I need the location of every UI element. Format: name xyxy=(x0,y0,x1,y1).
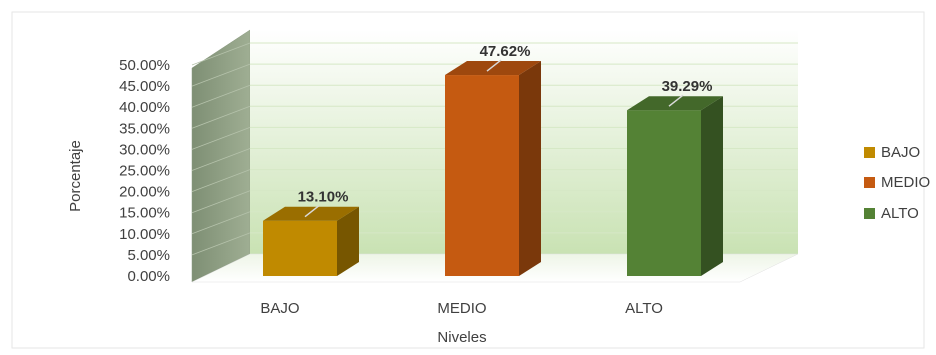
y-tick-label: 50.00% xyxy=(119,57,170,74)
y-tick-label: 35.00% xyxy=(119,120,170,137)
data-labels: 13.10% 47.62% 39.29% xyxy=(298,43,713,218)
y-tick-label: 30.00% xyxy=(119,141,170,158)
legend-entry-medio: MEDIO xyxy=(864,174,930,191)
bar-medio xyxy=(445,61,541,277)
x-tick-label: ALTO xyxy=(625,300,663,317)
y-tick-label: 25.00% xyxy=(119,163,170,180)
gridline-side xyxy=(191,190,251,214)
legend-label: MEDIO xyxy=(881,174,930,191)
legend-entry-bajo: BAJO xyxy=(864,144,920,161)
bar-side xyxy=(519,61,541,277)
y-tick-label: 45.00% xyxy=(119,78,170,95)
bar-bajo xyxy=(263,206,359,276)
bar-front xyxy=(445,75,519,276)
data-label-leader xyxy=(486,59,502,72)
y-tick-label: 0.00% xyxy=(127,268,170,285)
gridline-side xyxy=(191,169,251,192)
bar-alto xyxy=(627,96,723,276)
x-tick-label: BAJO xyxy=(260,300,299,317)
gridline-side xyxy=(191,42,251,66)
y-tick-label: 10.00% xyxy=(119,226,170,243)
bars xyxy=(263,61,723,277)
data-label-bajo: 13.10% xyxy=(298,189,349,206)
y-tick-label: 15.00% xyxy=(119,205,170,222)
bar-front xyxy=(263,220,337,276)
gridline-side xyxy=(191,127,251,150)
legend-swatch xyxy=(864,147,875,158)
y-tick-label: 20.00% xyxy=(119,184,170,201)
gridline-side xyxy=(191,232,251,256)
data-label-leader xyxy=(304,205,320,218)
gridline-side xyxy=(191,148,251,171)
data-label-medio: 47.62% xyxy=(480,43,531,60)
data-label-alto: 39.29% xyxy=(662,78,713,95)
bar-side xyxy=(701,96,723,276)
data-label-leader xyxy=(668,94,684,107)
legend-label: ALTO xyxy=(881,205,919,222)
x-tick-label: MEDIO xyxy=(437,300,486,317)
bar-top xyxy=(627,96,723,111)
legend-entry-alto: ALTO xyxy=(864,205,919,222)
legend-label: BAJO xyxy=(881,144,920,161)
gridline-side xyxy=(191,63,251,87)
y-axis-label: Porcentaje xyxy=(67,140,84,212)
y-tick-label: 5.00% xyxy=(127,247,170,264)
bar-top xyxy=(263,206,359,221)
bar-front xyxy=(627,110,701,276)
legend: BAJO MEDIO ALTO xyxy=(864,144,930,222)
legend-swatch xyxy=(864,208,875,219)
gridline-side xyxy=(191,211,251,235)
y-tick-label: 40.00% xyxy=(119,99,170,116)
gridline-side xyxy=(191,84,251,108)
x-axis-ticks: BAJO MEDIO ALTO xyxy=(260,300,662,317)
y-axis-ticks: 0.00% 5.00% 10.00% 15.00% 20.00% 25.00% 30.00%… xyxy=(119,57,170,285)
gridline-side xyxy=(191,105,251,129)
x-axis-label: Niveles xyxy=(437,329,486,346)
bar-side xyxy=(337,206,359,276)
legend-swatch xyxy=(864,177,875,188)
bar-top xyxy=(445,61,541,76)
